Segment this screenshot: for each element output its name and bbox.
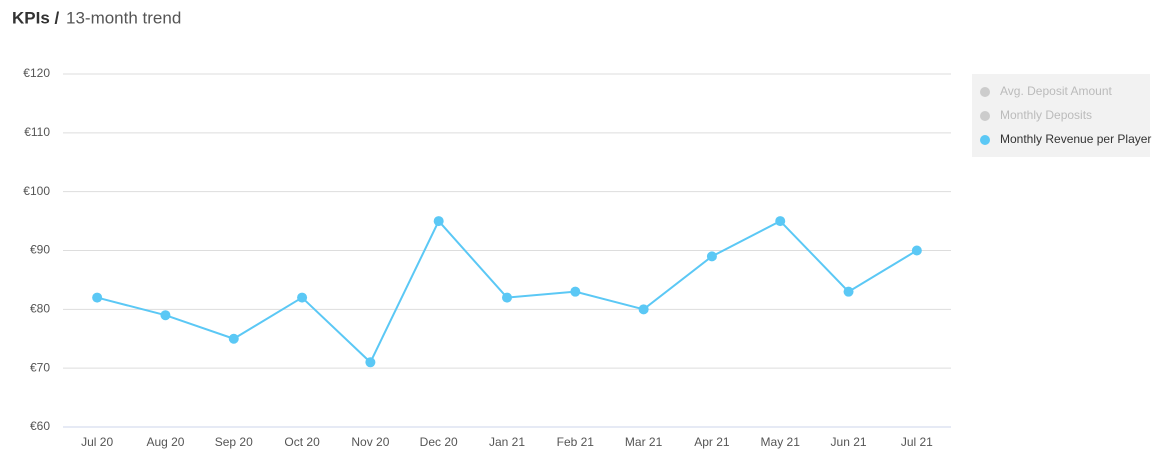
- x-tick-label: Nov 20: [351, 435, 389, 449]
- y-tick-label: €60: [30, 419, 50, 433]
- y-tick-label: €110: [24, 125, 50, 139]
- y-tick-label: €80: [30, 302, 50, 316]
- data-point: [228, 333, 239, 344]
- series-line: [96, 219, 918, 364]
- legend-marker: [980, 135, 990, 145]
- x-tick-label: Aug 20: [146, 435, 184, 449]
- x-tick-label: Feb 21: [557, 435, 595, 449]
- x-tick-label: Dec 20: [420, 435, 458, 449]
- legend-marker: [980, 111, 990, 121]
- chart-subtitle: 13-month trend: [66, 8, 181, 27]
- x-tick-label: Jan 21: [489, 435, 525, 449]
- data-point: [502, 292, 512, 303]
- data-point: [843, 286, 854, 297]
- x-tick-label: Jul 21: [901, 435, 933, 449]
- x-tick-label: Jul 20: [81, 435, 113, 449]
- y-tick-label: €120: [23, 66, 50, 80]
- x-tick-label: Sep 20: [215, 435, 253, 449]
- legend-label: Avg. Deposit Amount: [1000, 84, 1113, 98]
- y-tick-label: €100: [23, 184, 50, 198]
- x-tick-label: Oct 20: [284, 435, 320, 449]
- x-tick-label: Mar 21: [625, 435, 663, 449]
- data-point: [92, 292, 103, 303]
- legend-box: [972, 74, 1150, 157]
- chart-title: KPIs /: [12, 8, 60, 27]
- data-point: [706, 251, 717, 262]
- data-point: [433, 216, 444, 227]
- y-tick-label: €90: [30, 243, 50, 257]
- data-point: [160, 310, 171, 321]
- x-tick-label: Apr 21: [694, 435, 730, 449]
- legend-label: Monthly Revenue per Player: [1000, 132, 1151, 146]
- x-tick-label: Jun 21: [831, 435, 867, 449]
- data-point: [775, 216, 786, 227]
- legend-label: Monthly Deposits: [1000, 108, 1092, 122]
- data-point: [570, 286, 581, 297]
- data-point: [638, 304, 649, 315]
- y-tick-label: €70: [30, 360, 50, 374]
- data-point: [365, 357, 376, 368]
- x-tick-label: May 21: [761, 435, 801, 449]
- data-point: [297, 292, 308, 303]
- legend-marker: [980, 87, 990, 97]
- data-point: [911, 245, 922, 256]
